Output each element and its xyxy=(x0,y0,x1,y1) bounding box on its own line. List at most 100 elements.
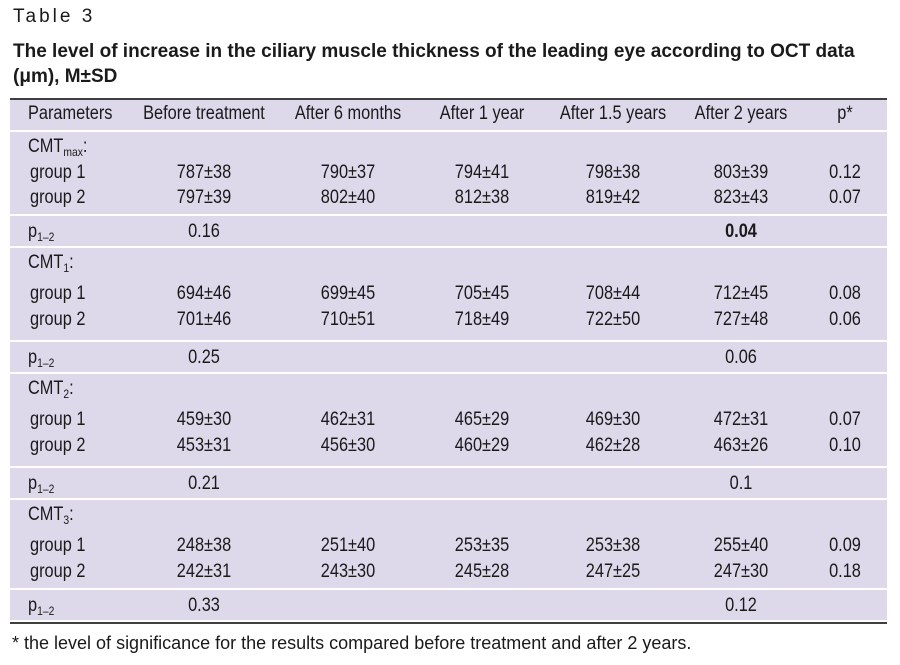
value-cell: 803±39 xyxy=(713,162,769,183)
value-cell: 798±38 xyxy=(585,162,641,183)
value-cell: 705±45 xyxy=(454,283,510,304)
value-cell: 247±25 xyxy=(585,561,641,582)
value-cell: 462±31 xyxy=(320,409,376,430)
section-name: CMTmax: xyxy=(28,136,87,159)
header-row xyxy=(10,100,887,130)
p-value-cell: 0.09 xyxy=(829,535,861,556)
value-cell: 802±40 xyxy=(320,187,376,208)
value-cell: 718±49 xyxy=(454,309,510,330)
p12-label: p1–2 xyxy=(28,473,54,496)
group-label: group 2 xyxy=(30,309,86,330)
section-block xyxy=(10,248,887,340)
label-base: CMT xyxy=(28,504,64,525)
value-cell: 469±30 xyxy=(585,409,641,430)
p12-before-value: 0.33 xyxy=(188,595,220,616)
p12-row xyxy=(10,216,887,246)
value-cell: 456±30 xyxy=(320,435,376,456)
label-base: p xyxy=(28,595,38,616)
table-number: Table 3 xyxy=(13,6,96,27)
p12-after2-value: 0.12 xyxy=(725,595,757,616)
value-cell: 465±29 xyxy=(454,409,510,430)
column-header: p* xyxy=(837,103,853,124)
label-base: CMT xyxy=(28,252,64,273)
value-cell: 722±50 xyxy=(585,309,641,330)
value-cell: 710±51 xyxy=(320,309,376,330)
p12-after2-value: 0.04 xyxy=(725,221,757,242)
label-subscript: 1 xyxy=(63,261,70,275)
group-label: group 2 xyxy=(30,187,86,208)
value-cell: 248±38 xyxy=(176,535,232,556)
column-header: After 1.5 years xyxy=(559,103,667,124)
row-separator xyxy=(10,498,887,500)
row-separator xyxy=(10,588,887,590)
value-cell: 247±30 xyxy=(713,561,769,582)
value-cell: 727±48 xyxy=(713,309,769,330)
column-header: After 1 year xyxy=(439,103,525,124)
p-value-cell: 0.07 xyxy=(829,187,861,208)
column-header: After 6 months xyxy=(294,103,402,124)
p-value-cell: 0.12 xyxy=(829,162,861,183)
table-footnote: * the level of significance for the resu… xyxy=(12,633,692,653)
row-separator xyxy=(10,372,887,374)
value-cell: 253±38 xyxy=(585,535,641,556)
row-separator xyxy=(10,246,887,248)
value-cell: 243±30 xyxy=(320,561,376,582)
value-cell: 708±44 xyxy=(585,283,641,304)
p-value-cell: 0.08 xyxy=(829,283,861,304)
label-base: p xyxy=(28,221,38,242)
p12-before-value: 0.21 xyxy=(188,473,220,494)
group-label: group 1 xyxy=(30,162,86,183)
label-subscript: 1–2 xyxy=(37,356,55,370)
row-separator xyxy=(10,466,887,468)
value-cell: 787±38 xyxy=(176,162,232,183)
column-header: Before treatment xyxy=(143,103,265,124)
label-subscript: 2 xyxy=(63,387,70,401)
value-cell: 812±38 xyxy=(454,187,510,208)
value-cell: 463±26 xyxy=(713,435,769,456)
section-block xyxy=(10,132,887,214)
label-suffix: : xyxy=(69,504,74,525)
value-cell: 453±31 xyxy=(176,435,232,456)
value-cell: 459±30 xyxy=(176,409,232,430)
value-cell: 790±37 xyxy=(320,162,376,183)
label-subscript: 1–2 xyxy=(37,604,55,618)
p12-label: p1–2 xyxy=(28,595,54,618)
label-base: CMT xyxy=(28,378,64,399)
p12-after2-value: 0.06 xyxy=(725,347,757,368)
group-label: group 1 xyxy=(30,409,86,430)
section-name: CMT2: xyxy=(28,378,74,401)
p-value-cell: 0.07 xyxy=(829,409,861,430)
data-table: Parameters Before treatment After 6 months… xyxy=(10,98,887,624)
p12-row xyxy=(10,342,887,372)
value-cell: 794±41 xyxy=(454,162,510,183)
p12-row xyxy=(10,590,887,620)
value-cell: 462±28 xyxy=(585,435,641,456)
p12-label: p1–2 xyxy=(28,347,54,370)
value-cell: 245±28 xyxy=(454,561,510,582)
label-subscript: max xyxy=(63,145,83,159)
value-cell: 253±35 xyxy=(454,535,510,556)
section-name: CMT3: xyxy=(28,504,74,527)
section-block xyxy=(10,500,887,588)
group-label: group 1 xyxy=(30,283,86,304)
p-value-cell: 0.10 xyxy=(829,435,861,456)
p12-before-value: 0.25 xyxy=(188,347,220,368)
value-cell: 699±45 xyxy=(320,283,376,304)
value-cell: 460±29 xyxy=(454,435,510,456)
row-separator xyxy=(10,214,887,216)
p12-after2-value: 0.1 xyxy=(729,473,753,494)
label-subscript: 3 xyxy=(63,513,70,527)
value-cell: 472±31 xyxy=(713,409,769,430)
value-cell: 712±45 xyxy=(713,283,769,304)
column-header: After 2 years xyxy=(694,103,788,124)
p12-before-value: 0.16 xyxy=(188,221,220,242)
value-cell: 819±42 xyxy=(585,187,641,208)
group-label: group 2 xyxy=(30,561,86,582)
column-header: Parameters xyxy=(28,103,113,124)
section-name: CMT1: xyxy=(28,252,74,275)
row-separator xyxy=(10,340,887,342)
p-value-cell: 0.18 xyxy=(829,561,861,582)
p12-label: p1–2 xyxy=(28,221,54,244)
value-cell: 823±43 xyxy=(713,187,769,208)
table-title: The level of increase in the ciliary mus… xyxy=(13,41,855,87)
